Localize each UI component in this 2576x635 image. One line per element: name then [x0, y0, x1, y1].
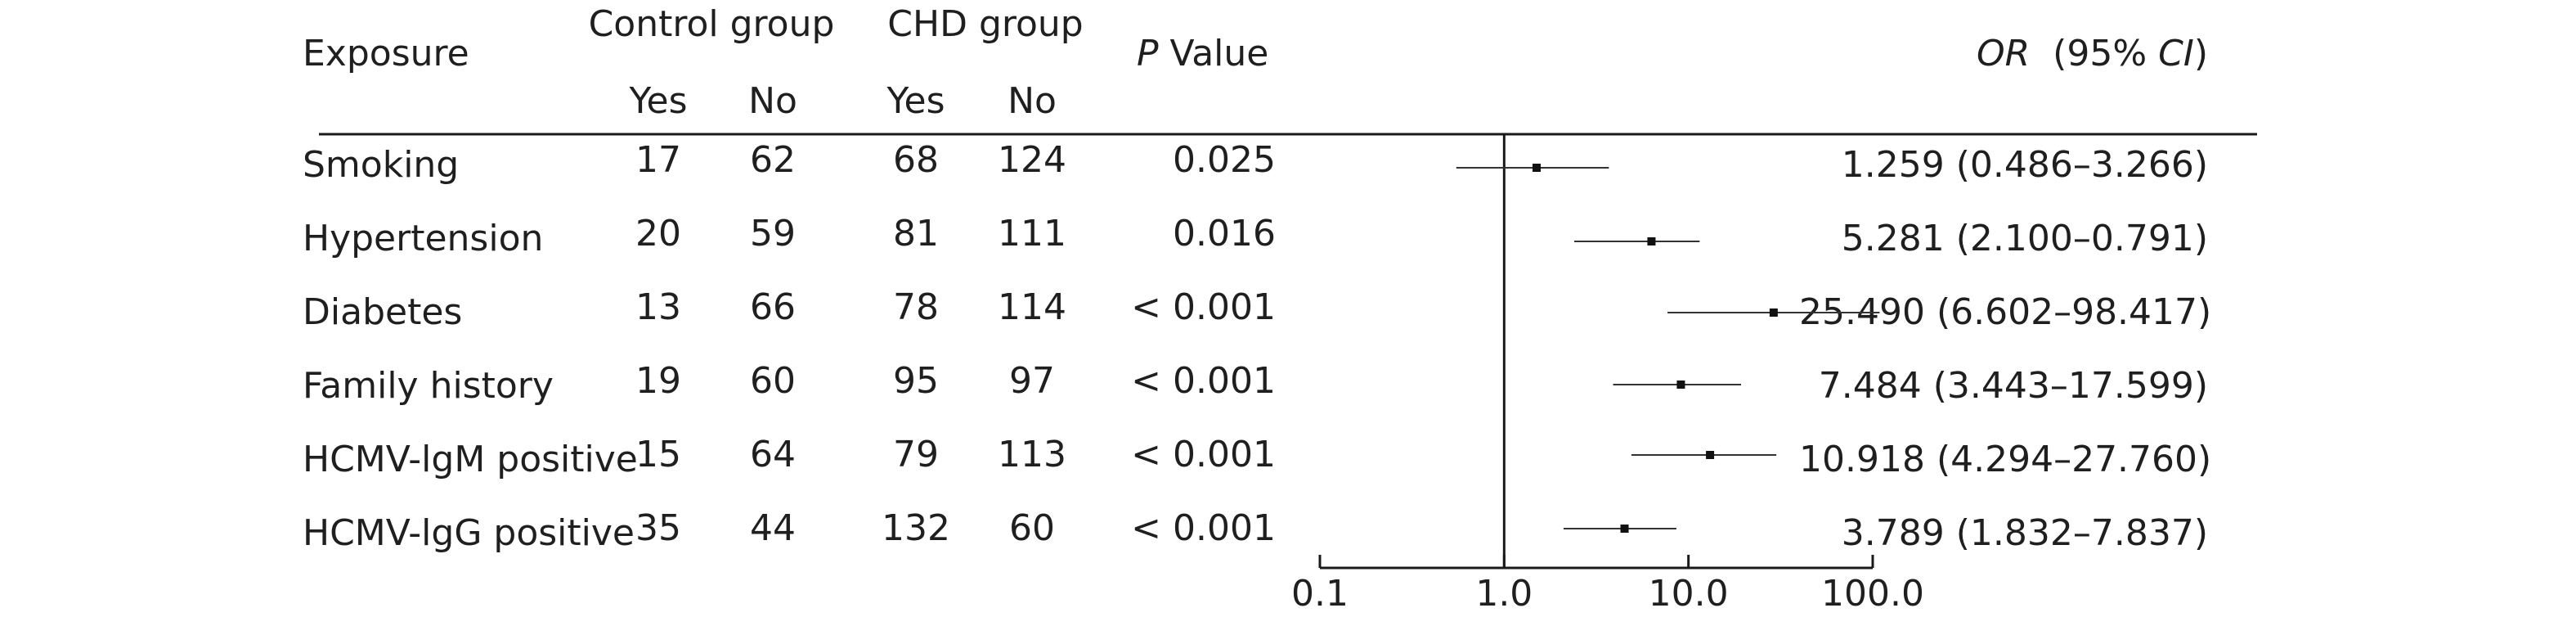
or-point: [1769, 308, 1778, 317]
row-or-text: 5.281 (2.100–0.791): [1841, 218, 2208, 259]
row-or-text: 1.259 (0.486–3.266): [1841, 144, 2208, 186]
row-exposure: Hypertension: [303, 218, 544, 259]
row-chd-no: 114: [998, 286, 1066, 328]
x-tick-label: 1.0: [1475, 573, 1533, 615]
row-p-value: < 0.001: [1131, 507, 1276, 549]
x-tick-label: 100.0: [1821, 573, 1924, 615]
header-control-yes: Yes: [629, 80, 688, 122]
row-chd-no: 113: [998, 434, 1066, 475]
row-or-text: 3.789 (1.832–7.837): [1841, 512, 2208, 554]
header-control-group: Control group: [588, 3, 835, 45]
row-control-yes: 17: [635, 139, 681, 181]
or-point: [1620, 525, 1629, 533]
header-exposure: Exposure: [303, 33, 469, 74]
row-chd-yes: 132: [882, 507, 950, 549]
row-control-no: 64: [750, 434, 796, 475]
header-p-value: P Value: [1137, 36, 1268, 72]
header-or-italic: OR: [1976, 33, 2031, 74]
or-point: [1533, 164, 1542, 172]
header-or-close: ): [2193, 33, 2208, 74]
row-p-value: 0.016: [1173, 213, 1276, 254]
row-chd-yes: 81: [893, 213, 939, 254]
row-chd-no: 124: [998, 139, 1066, 181]
x-tick-label: 10.0: [1649, 573, 1729, 615]
header-chd-yes: Yes: [886, 80, 945, 122]
row-control-yes: 15: [635, 434, 681, 475]
forest-row-0: [1456, 164, 1609, 172]
row-control-yes: 20: [635, 213, 681, 254]
header-chd-no: No: [1008, 80, 1057, 122]
row-p-value: < 0.001: [1131, 360, 1276, 402]
row-control-no: 66: [750, 286, 796, 328]
row-chd-yes: 68: [893, 139, 939, 181]
or-point: [1706, 451, 1715, 459]
row-or-text: 10.918 (4.294–27.760): [1799, 439, 2212, 480]
row-p-value: < 0.001: [1131, 434, 1276, 475]
row-chd-no: 97: [1009, 360, 1055, 402]
forest-row-2: [1667, 308, 1880, 317]
header-chd-group: CHD group: [887, 3, 1084, 45]
row-exposure: Smoking: [303, 144, 460, 186]
row-control-no: 44: [750, 507, 796, 549]
row-p-value: < 0.001: [1131, 286, 1276, 328]
row-chd-no: 60: [1009, 507, 1055, 549]
row-control-yes: 13: [635, 286, 681, 328]
header-p-rest: Value: [1158, 33, 1269, 74]
forest-row-1: [1574, 237, 1700, 245]
forest-row-5: [1563, 525, 1676, 533]
forest-row-3: [1613, 381, 1742, 389]
or-point: [1676, 381, 1685, 389]
row-p-value: 0.025: [1173, 139, 1276, 181]
header-p-italic: P: [1137, 33, 1159, 74]
row-chd-no: 111: [998, 213, 1066, 254]
header-control-no: No: [748, 80, 797, 122]
header-or-open: (95%: [2030, 33, 2159, 74]
row-control-no: 59: [750, 213, 796, 254]
row-or-text: 7.484 (3.443–17.599): [1818, 365, 2208, 407]
header-or-ci: OR (95% CI): [1881, 36, 2208, 72]
row-chd-yes: 95: [893, 360, 939, 402]
or-point: [1647, 237, 1656, 245]
x-tick-label: 0.1: [1291, 573, 1349, 615]
row-exposure: HCMV-lgG positive: [303, 512, 635, 554]
row-control-yes: 19: [635, 360, 681, 402]
row-chd-yes: 79: [893, 434, 939, 475]
forest-row-4: [1631, 451, 1777, 459]
header-ci-italic: CI: [2158, 33, 2194, 74]
row-exposure: HCMV-lgM positive: [303, 439, 638, 480]
row-control-no: 62: [750, 139, 796, 181]
row-exposure: Diabetes: [303, 291, 463, 333]
row-control-yes: 35: [635, 507, 681, 549]
row-chd-yes: 78: [893, 286, 939, 328]
row-exposure: Family history: [303, 365, 554, 407]
row-control-no: 60: [750, 360, 796, 402]
